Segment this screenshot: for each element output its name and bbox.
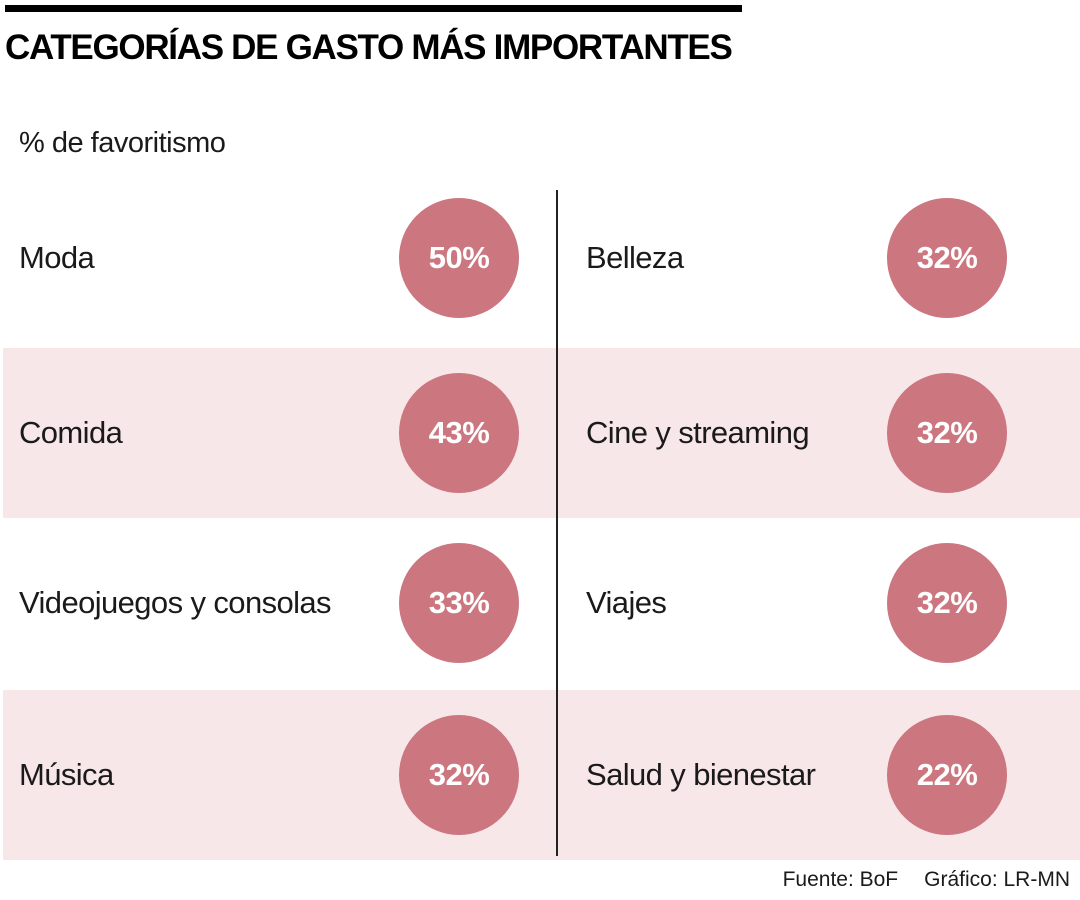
value-bubble: 32% xyxy=(887,373,1007,493)
value-bubble: 43% xyxy=(399,373,519,493)
source-credit: Fuente: BoF xyxy=(782,868,899,891)
footer: Fuente: BoF Gráfico: LR-MN xyxy=(783,868,1070,892)
column-divider xyxy=(556,190,558,856)
category-cell: Música 32% xyxy=(0,690,556,860)
category-label: Viajes xyxy=(586,585,667,620)
category-label: Videojuegos y consolas xyxy=(19,585,332,620)
category-cell: Cine y streaming 32% xyxy=(558,348,1080,518)
category-label: Música xyxy=(19,757,114,792)
chart-title: CATEGORÍAS DE GASTO MÁS IMPORTANTES xyxy=(5,28,733,67)
category-cell: Comida 43% xyxy=(0,348,556,518)
category-label: Comida xyxy=(19,415,123,450)
chart-subtitle: % de favoritismo xyxy=(19,127,226,159)
category-cell: Viajes 32% xyxy=(558,518,1080,688)
category-cell: Videojuegos y consolas 33% xyxy=(0,518,556,688)
category-label: Salud y bienestar xyxy=(586,757,816,792)
value-bubble: 32% xyxy=(887,198,1007,318)
value-bubble: 50% xyxy=(399,198,519,318)
category-label: Cine y streaming xyxy=(586,415,810,450)
value-bubble: 33% xyxy=(399,543,519,663)
category-cell: Salud y bienestar 22% xyxy=(558,690,1080,860)
category-cell: Moda 50% xyxy=(0,173,556,343)
category-label: Belleza xyxy=(586,240,684,275)
top-rule xyxy=(5,5,742,12)
category-label: Moda xyxy=(19,240,95,275)
value-bubble: 22% xyxy=(887,715,1007,835)
value-bubble: 32% xyxy=(887,543,1007,663)
graphic-credit: Gráfico: LR-MN xyxy=(924,868,1070,891)
value-bubble: 32% xyxy=(399,715,519,835)
category-cell: Belleza 32% xyxy=(558,173,1080,343)
